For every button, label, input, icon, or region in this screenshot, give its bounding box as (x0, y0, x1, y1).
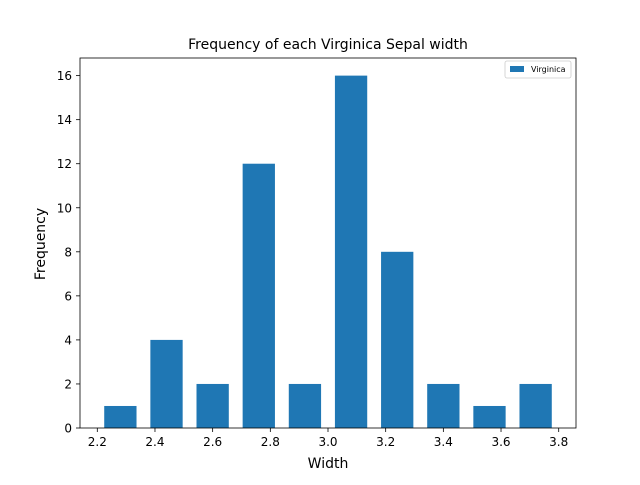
y-tick-label: 4 (64, 333, 72, 347)
x-tick-label: 3.4 (434, 435, 453, 449)
x-tick-label: 3.2 (376, 435, 395, 449)
bar-virginica-7 (427, 383, 460, 428)
y-tick-label: 16 (57, 69, 72, 83)
bars-layer (104, 75, 552, 428)
y-axis-label: Frequency (33, 208, 49, 280)
bar-virginica-2 (196, 383, 229, 428)
x-tick-label: 2.6 (203, 435, 222, 449)
chart-title: Frequency of each Virginica Sepal width (188, 37, 468, 53)
y-axis-ticks: 0 2 4 6 8 10 12 14 16 (57, 69, 80, 436)
x-tick-label: 2.8 (261, 435, 280, 449)
bar-virginica-0 (104, 405, 137, 428)
legend: Virginica (504, 60, 572, 79)
legend-swatch-virginica (510, 66, 524, 72)
bar-virginica-6 (381, 251, 414, 428)
x-tick-label: 3.0 (318, 435, 337, 449)
y-tick-label: 10 (57, 201, 72, 215)
legend-box (504, 60, 572, 79)
y-tick-label: 2 (64, 377, 72, 391)
y-tick-label: 6 (64, 289, 72, 303)
x-tick-label: 2.2 (88, 435, 107, 449)
bar-virginica-1 (150, 339, 183, 428)
bar-virginica-3 (242, 163, 275, 428)
x-tick-label: 3.8 (549, 435, 568, 449)
y-tick-label: 12 (57, 157, 72, 171)
x-tick-label: 3.6 (491, 435, 510, 449)
bar-virginica-9 (519, 383, 552, 428)
y-tick-label: 8 (64, 245, 72, 259)
y-tick-label: 14 (57, 113, 72, 127)
y-tick-label: 0 (64, 422, 72, 436)
bar-virginica-4 (288, 383, 322, 428)
x-axis-ticks: 2.2 2.4 2.6 2.8 3.0 3.2 3.4 3.6 3.8 (88, 428, 568, 449)
bar-virginica-5 (334, 75, 368, 428)
x-axis-label: Width (308, 456, 349, 472)
legend-label-virginica: Virginica (531, 65, 566, 74)
x-tick-label: 2.4 (145, 435, 164, 449)
bar-virginica-8 (473, 405, 506, 428)
